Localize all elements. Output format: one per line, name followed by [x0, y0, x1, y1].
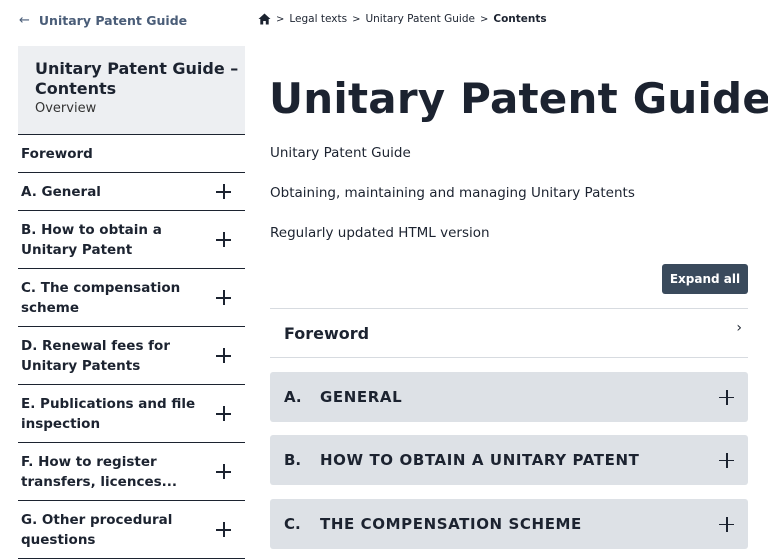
section-name: GENERAL: [320, 388, 719, 406]
expand-all-button[interactable]: Expand all: [662, 264, 748, 294]
section-letter: B.: [284, 451, 320, 469]
sidebar-item-label: G. Other procedural questions: [21, 510, 201, 550]
sidebar-item-label: Foreword: [21, 144, 93, 164]
sidebar-item-label: E. Publications and file inspection: [21, 394, 201, 434]
sidebar-item-general[interactable]: A. General: [18, 173, 245, 211]
sidebar-item-label: A. General: [21, 182, 101, 202]
intro-line: Regularly updated HTML version: [270, 225, 490, 241]
plus-icon[interactable]: [719, 517, 734, 532]
breadcrumb-current: Contents: [493, 13, 546, 25]
accordion-section-a[interactable]: A. GENERAL: [270, 372, 748, 422]
sidebar-item-renewal-fees[interactable]: D. Renewal fees for Unitary Patents: [18, 327, 245, 385]
arrow-left-icon: ←: [19, 13, 30, 28]
back-link[interactable]: ← Unitary Patent Guide: [19, 13, 187, 28]
section-name: HOW TO OBTAIN A UNITARY PATENT: [320, 451, 719, 469]
accordion-section-c[interactable]: C. THE COMPENSATION SCHEME: [270, 499, 748, 549]
breadcrumb: > Legal texts > Unitary Patent Guide > C…: [258, 13, 547, 25]
sidebar-item-procedural[interactable]: G. Other procedural questions: [18, 501, 245, 559]
section-name: THE COMPENSATION SCHEME: [320, 515, 719, 533]
sidebar-title: Unitary Patent Guide – Contents: [35, 59, 245, 99]
plus-icon[interactable]: [216, 184, 231, 199]
sidebar-item-foreword[interactable]: Foreword: [18, 135, 245, 173]
page-title: Unitary Patent Guide: [269, 74, 768, 123]
plus-icon[interactable]: [719, 453, 734, 468]
plus-icon[interactable]: [216, 232, 231, 247]
plus-icon[interactable]: [216, 348, 231, 363]
sidebar-item-obtain[interactable]: B. How to obtain a Unitary Patent: [18, 211, 245, 269]
plus-icon[interactable]: [216, 464, 231, 479]
intro-line: Unitary Patent Guide: [270, 145, 411, 161]
sidebar-item-compensation[interactable]: C. The compensation scheme: [18, 269, 245, 327]
sidebar-subtitle: Overview: [35, 99, 245, 118]
sidebar-item-label: F. How to register transfers, licences..…: [21, 452, 201, 492]
plus-icon[interactable]: [216, 522, 231, 537]
foreword-label: Foreword: [284, 324, 369, 343]
accordion-section-b[interactable]: B. HOW TO OBTAIN A UNITARY PATENT: [270, 435, 748, 485]
sidebar-item-transfers[interactable]: F. How to register transfers, licences..…: [18, 443, 245, 501]
plus-icon[interactable]: [216, 290, 231, 305]
plus-icon[interactable]: [719, 390, 734, 405]
sidebar-item-label: B. How to obtain a Unitary Patent: [21, 220, 201, 260]
section-letter: A.: [284, 388, 320, 406]
plus-icon[interactable]: [216, 406, 231, 421]
home-icon[interactable]: [258, 13, 271, 25]
sidebar-item-publications[interactable]: E. Publications and file inspection: [18, 385, 245, 443]
breadcrumb-separator: >: [352, 14, 360, 25]
foreword-link[interactable]: Foreword ›: [270, 308, 748, 358]
intro-line: Obtaining, maintaining and managing Unit…: [270, 185, 635, 201]
breadcrumb-legal-texts[interactable]: Legal texts: [289, 13, 347, 25]
back-link-label: Unitary Patent Guide: [39, 13, 187, 28]
breadcrumb-unitary-patent-guide[interactable]: Unitary Patent Guide: [365, 13, 475, 25]
breadcrumb-separator: >: [480, 14, 488, 25]
breadcrumb-separator: >: [276, 14, 284, 25]
sidebar-header: Unitary Patent Guide – Contents Overview: [18, 46, 245, 135]
section-letter: C.: [284, 515, 320, 533]
chevron-right-icon: ›: [736, 320, 742, 336]
sidebar-item-label: D. Renewal fees for Unitary Patents: [21, 336, 201, 376]
sidebar-item-label: C. The compensation scheme: [21, 278, 201, 318]
sidebar-nav: Foreword A. General B. How to obtain a U…: [18, 135, 245, 559]
